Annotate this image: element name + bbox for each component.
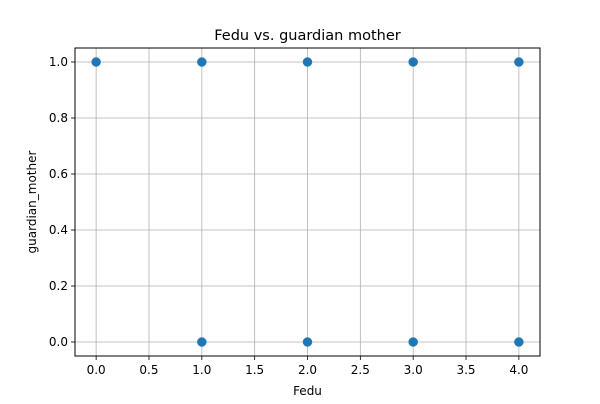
x-tick-label: 3.5	[456, 363, 475, 377]
data-point	[408, 337, 418, 347]
x-tick-label: 0.0	[87, 363, 106, 377]
y-tick-label: 0.8	[49, 111, 68, 125]
y-tick-label: 0.4	[49, 223, 68, 237]
y-tick-label: 1.0	[49, 55, 68, 69]
data-point	[514, 57, 524, 67]
data-point	[302, 57, 313, 67]
x-tick-label: 4.0	[509, 363, 528, 377]
grid-lines	[75, 48, 540, 356]
x-axis-label: Fedu	[293, 384, 322, 398]
x-tick-label: 2.5	[351, 363, 370, 377]
x-tick-label: 0.5	[139, 363, 158, 377]
data-point	[302, 337, 313, 347]
x-tick-label: 3.0	[404, 363, 423, 377]
x-tick-label: 1.0	[192, 363, 211, 377]
data-point	[408, 57, 418, 67]
chart-title: Fedu vs. guardian mother	[214, 28, 401, 44]
data-point	[514, 337, 524, 347]
data-point	[91, 57, 101, 67]
data-points	[91, 57, 524, 347]
y-axis-ticks: 0.0 0.2 0.4 0.6 0.8 1.0	[49, 55, 75, 349]
x-tick-label: 2.0	[298, 363, 317, 377]
y-tick-label: 0.0	[49, 335, 68, 349]
x-tick-label: 1.5	[245, 363, 264, 377]
y-tick-label: 0.6	[49, 167, 68, 181]
x-axis-ticks: 0.0 0.5 1.0 1.5 2.0 2.5 3.0 3.5 4.0	[87, 356, 528, 377]
data-point	[197, 57, 207, 67]
data-point	[197, 337, 207, 347]
y-tick-label: 0.2	[49, 279, 68, 293]
y-axis-label: guardian_mother	[25, 151, 39, 254]
